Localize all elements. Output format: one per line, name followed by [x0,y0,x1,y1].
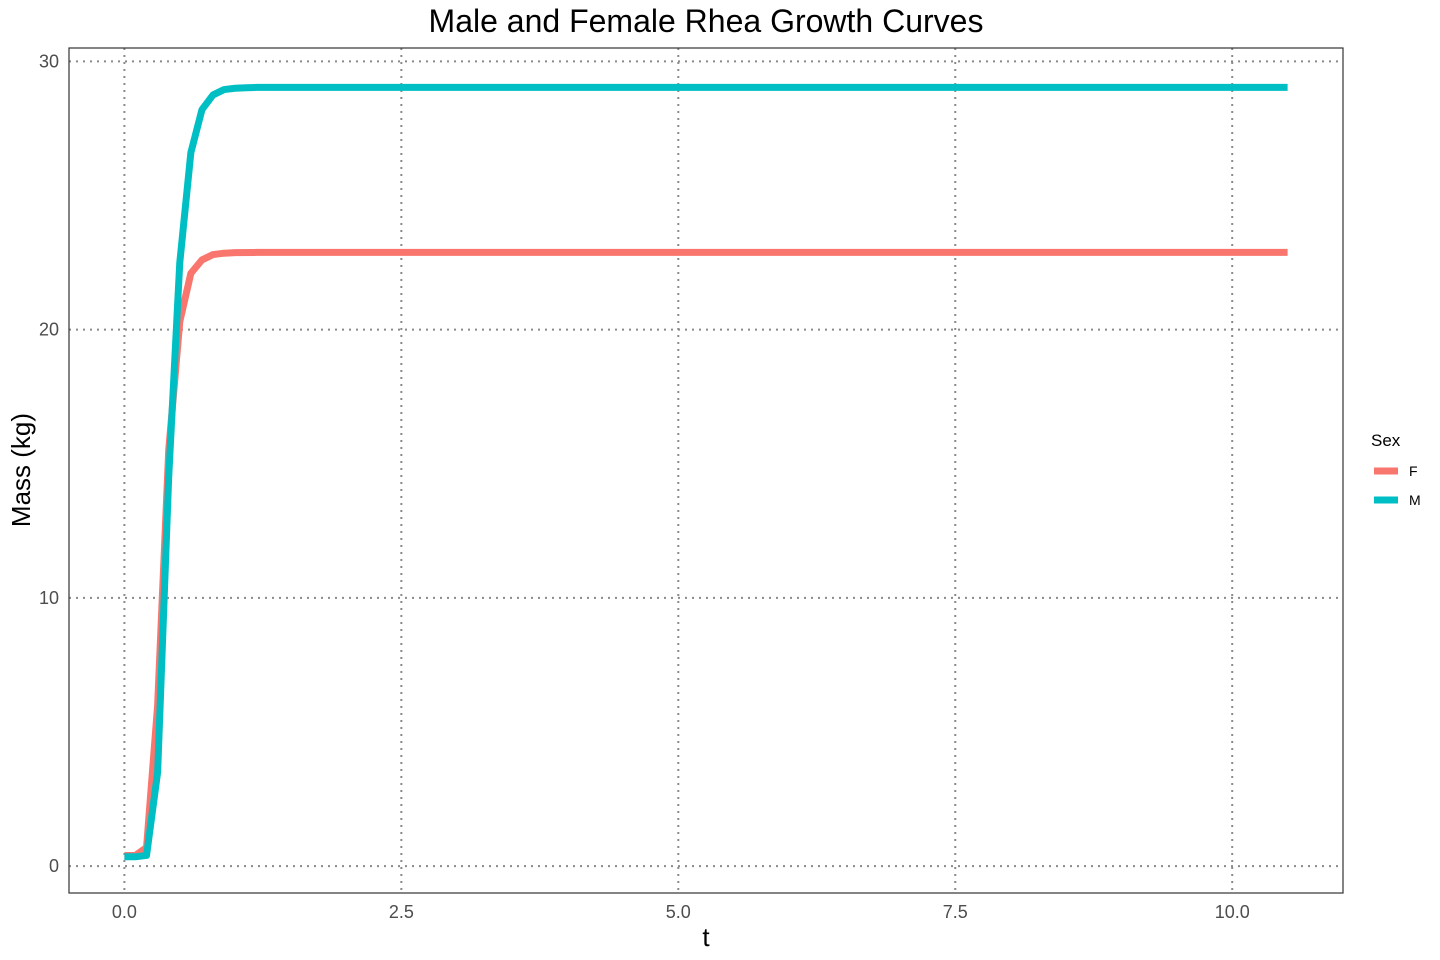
x-axis-ticks: 0.0 2.5 5.0 7.5 10.0 [112,902,1250,922]
x-tick-label: 5.0 [666,902,691,922]
y-axis-title: Mass (kg) [6,413,36,527]
panel-border [68,47,1344,894]
legend-label-m: M [1409,492,1421,508]
legend-title: Sex [1371,431,1401,450]
x-tick-label: 7.5 [943,902,968,922]
y-tick-label: 0 [49,856,59,876]
y-axis-ticks: 0 10 20 30 [39,51,59,876]
y-tick-label: 30 [39,51,59,71]
y-tick-label: 20 [39,320,59,340]
series-lines [124,83,1288,861]
grid-lines [69,48,1343,893]
series-line-m [124,83,1288,861]
x-tick-label: 10.0 [1215,902,1250,922]
legend: Sex FM [1371,431,1421,508]
legend-label-f: F [1409,463,1418,479]
legend-items: FM [1374,463,1421,508]
series-line-f [124,248,1288,859]
y-tick-label: 10 [39,588,59,608]
x-tick-label: 0.0 [112,902,137,922]
chart-title: Male and Female Rhea Growth Curves [429,3,984,39]
x-axis-title: t [702,922,710,952]
x-tick-label: 2.5 [389,902,414,922]
